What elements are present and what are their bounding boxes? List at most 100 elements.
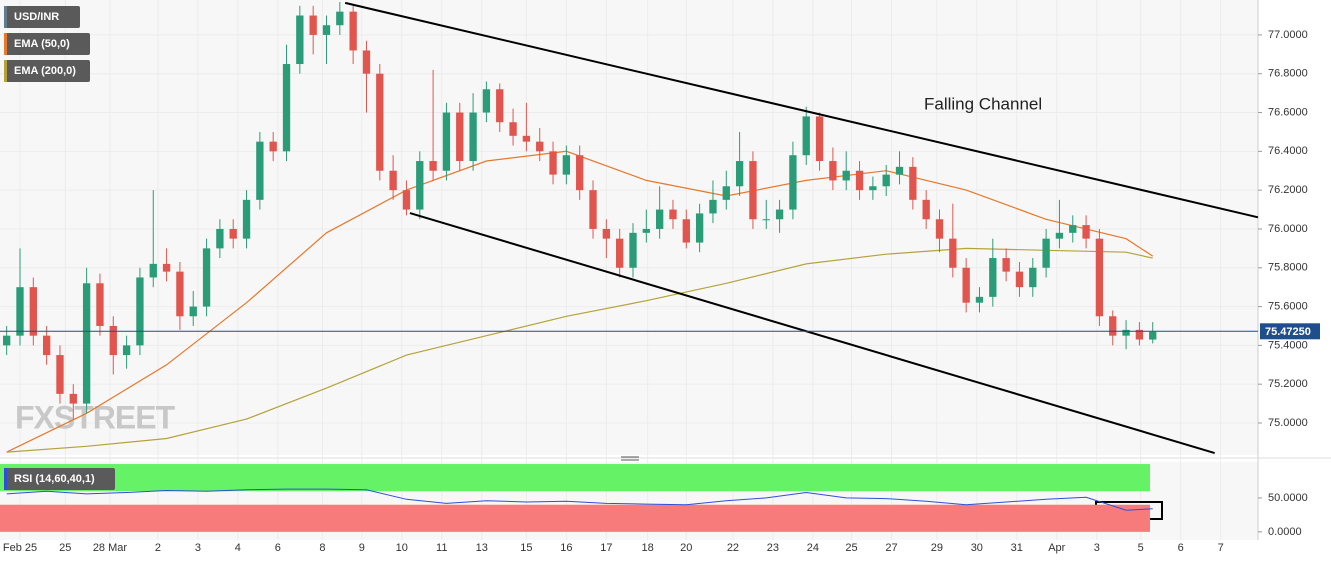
candle-body [429,161,437,171]
x-tick-label: 29 [931,542,943,554]
divider-handle[interactable] [621,456,639,461]
candle-body [242,199,251,239]
rsi-legend-box [4,468,115,490]
y-tick-label: 76.8000 [1268,68,1308,80]
x-tick-label: 27 [885,542,897,554]
candle-body [2,335,11,346]
candle-body [176,271,184,317]
x-tick-label: Feb 25 [3,542,37,554]
candle-body [389,170,397,191]
candle-body [162,263,171,272]
candle-body [829,161,837,181]
x-tick-label: 16 [560,542,572,554]
candle-body [1095,238,1104,317]
candle-body [402,190,411,210]
candle-body [509,122,517,136]
rsi-tick-label: 50.0000 [1268,492,1308,504]
x-tick-label: 13 [476,542,488,554]
candle-body [1069,225,1077,233]
x-tick-label: 18 [642,542,654,554]
legend-label: EMA (50,0) [14,38,70,50]
legend-swatch [4,6,7,28]
x-tick-label: 25 [845,542,857,554]
candle-body [629,232,637,268]
candle-body [29,287,37,336]
rsi-legend-label: RSI (14,60,40,1) [14,473,95,485]
candle-body [362,50,371,74]
candle-body [282,64,291,152]
legend-box [4,33,90,55]
legend-swatch [4,60,7,82]
legend-box [4,6,80,28]
candle-body [576,155,584,191]
candle-body [536,141,544,152]
candle-body [735,161,744,187]
x-tick-label: 7 [1218,542,1224,554]
rsi-band [0,504,1150,532]
candle-body [16,287,24,336]
candle-body [42,335,51,356]
candle-body [96,283,104,326]
y-tick-label: 75.4000 [1268,339,1308,351]
candle-body [376,73,384,171]
last-price-label: 75.47250 [1265,326,1311,338]
candle-body [442,112,451,171]
candle-body [616,238,624,268]
candle-body [762,219,770,221]
candle-body [1015,271,1024,288]
candle-body [1149,331,1157,340]
legend-label: USD/INR [14,11,59,23]
candle-body [469,112,477,162]
candle-body [482,89,491,113]
y-tick-label: 76.0000 [1268,223,1308,235]
candle-body [336,11,344,26]
channel-line [409,212,1215,455]
x-tick-label: 24 [807,542,819,554]
candle-body [1135,329,1144,340]
candle-body [309,15,317,35]
plot-bg [0,0,1258,455]
candle-body [1122,329,1130,336]
legend-swatch [4,468,7,490]
candle-body [775,209,784,220]
candle-body [695,213,704,243]
x-tick-label: 10 [396,542,408,554]
candle-body [269,141,277,152]
y-tick-label: 76.4000 [1268,145,1308,157]
y-tick-label: 76.2000 [1268,184,1308,196]
candle-body [349,11,357,51]
candle-body [815,116,824,162]
candle-body [216,228,224,249]
candle-body [69,393,77,404]
x-tick-label: 17 [600,542,612,554]
x-tick-label: 31 [1011,542,1023,554]
candle-body [642,228,650,233]
x-tick-label: 9 [359,542,365,554]
candle-body [82,283,91,404]
y-tick-label: 75.0000 [1268,417,1308,429]
candle-body [56,355,64,394]
y-tick-label: 77.0000 [1268,29,1308,41]
candle-body [496,89,504,123]
candle-body [522,135,531,142]
x-tick-label: 15 [520,542,532,554]
x-tick-label: 3 [1094,542,1100,554]
x-tick-label: 6 [275,542,281,554]
candle-body [749,161,757,220]
candle-body [416,161,424,210]
last-price-box [1260,323,1320,340]
candle-body [722,186,730,200]
y-tick-label: 75.6000 [1268,300,1308,312]
x-tick-label: 28 Mar [93,542,128,554]
candle-body [256,141,264,200]
x-tick-label: 20 [680,542,692,554]
candle-body [1002,258,1010,272]
candle-body [202,248,211,307]
candle-body [189,306,197,317]
y-tick-label: 75.2000 [1268,378,1308,390]
candle-body [602,228,611,239]
candle-body [882,174,890,187]
channel-line [344,1,1259,219]
candle-body [909,166,917,200]
